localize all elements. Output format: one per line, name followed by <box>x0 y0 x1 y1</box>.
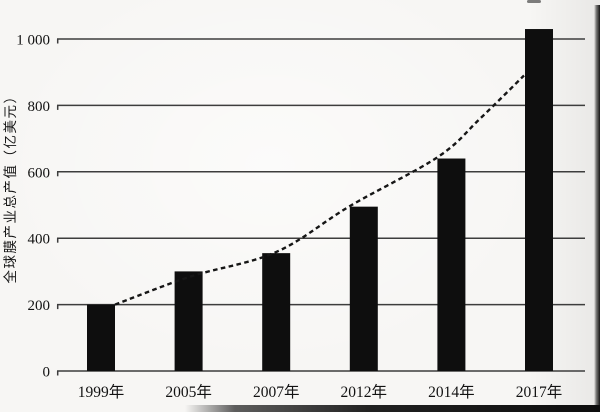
scan-edge-bottom <box>185 405 600 412</box>
x-tick-label-2007年: 2007年 <box>253 383 300 401</box>
bar-2012年 <box>349 206 378 371</box>
y-tick-label-800: 800 <box>28 99 51 115</box>
bar-2007年 <box>262 253 291 371</box>
x-tick-label-2017年: 2017年 <box>516 383 563 401</box>
bar-1999年 <box>87 304 115 371</box>
y-tick-label-1000: 1 000 <box>16 33 50 49</box>
bar-2005年 <box>174 271 203 371</box>
x-tick-label-2005年: 2005年 <box>165 383 212 401</box>
x-tick-label-2012年: 2012年 <box>341 383 388 401</box>
bar-2017年 <box>525 29 553 371</box>
scan-artifact <box>527 0 541 3</box>
y-tick-label-600: 600 <box>28 165 51 181</box>
y-tick-label-400: 400 <box>28 232 51 248</box>
x-tick-label-2014年: 2014年 <box>428 383 475 401</box>
scan-edge-right <box>594 5 600 412</box>
y-tick-label-200: 200 <box>28 298 51 314</box>
x-tick-label-1999年: 1999年 <box>78 383 125 401</box>
trend-line <box>114 74 525 306</box>
bar-2014年 <box>437 158 466 371</box>
y-tick-label-0: 0 <box>43 365 51 381</box>
